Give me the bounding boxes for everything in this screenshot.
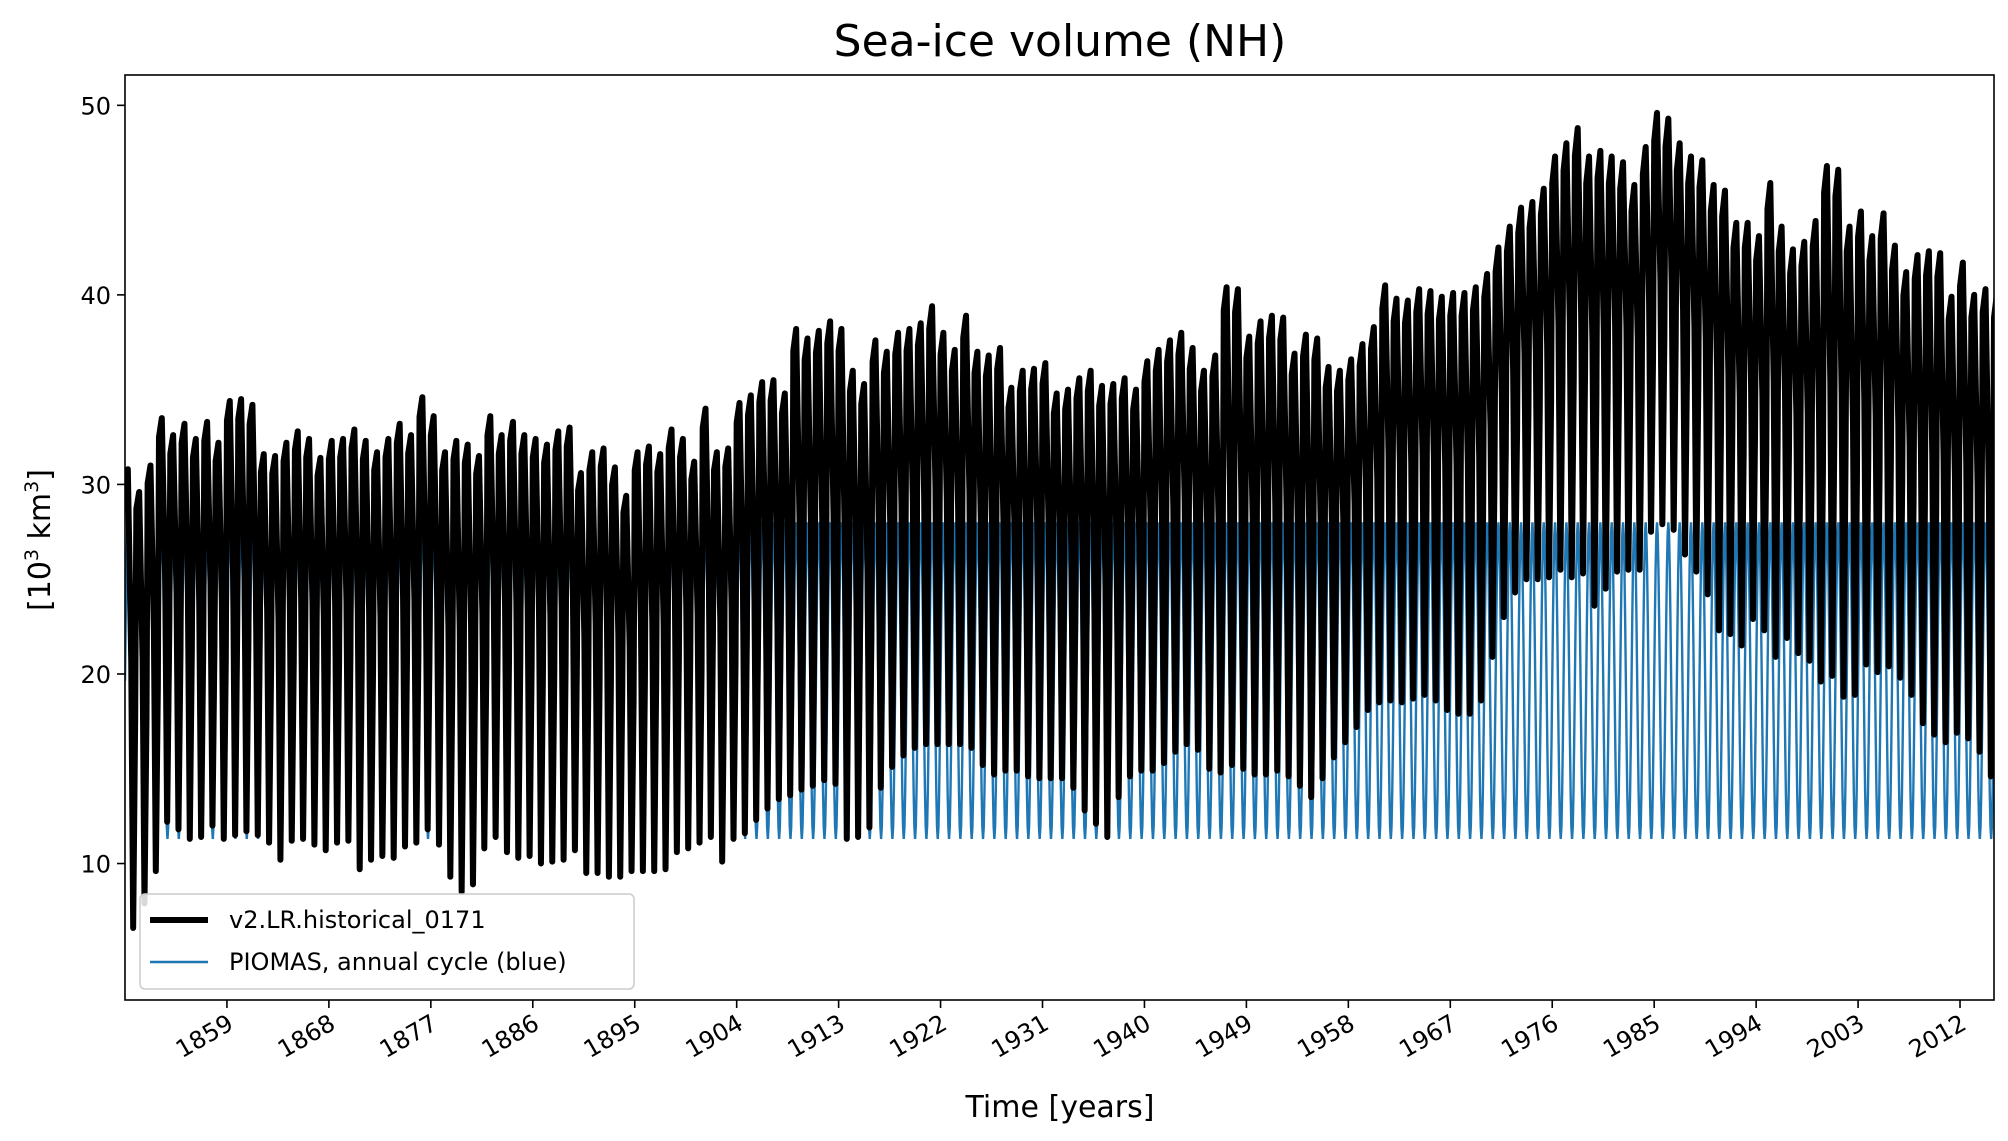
y-tick-label: 50	[80, 92, 111, 120]
y-axis-ticks: 10 20 30 40 50	[80, 92, 125, 879]
series-layer	[125, 109, 1994, 931]
y-axis-label: [103 km3]	[21, 469, 58, 611]
x-axis-label: Time [years]	[965, 1090, 1155, 1125]
legend-label-model: v2.LR.historical_0171	[229, 906, 486, 934]
plot-frame	[124, 74, 1995, 1001]
y-tick-label: 10	[80, 851, 111, 879]
legend-box	[139, 893, 635, 990]
chart-title: Sea-ice volume (NH)	[834, 16, 1287, 67]
legend-label-piomas: PIOMAS, annual cycle (blue)	[229, 948, 567, 976]
series-model-line	[125, 109, 1994, 931]
y-tick-label: 40	[80, 282, 111, 310]
y-tick-label: 20	[80, 661, 111, 689]
legend: v2.LR.historical_0171 PIOMAS, annual cyc…	[139, 893, 635, 990]
y-tick-label: 30	[80, 471, 111, 499]
